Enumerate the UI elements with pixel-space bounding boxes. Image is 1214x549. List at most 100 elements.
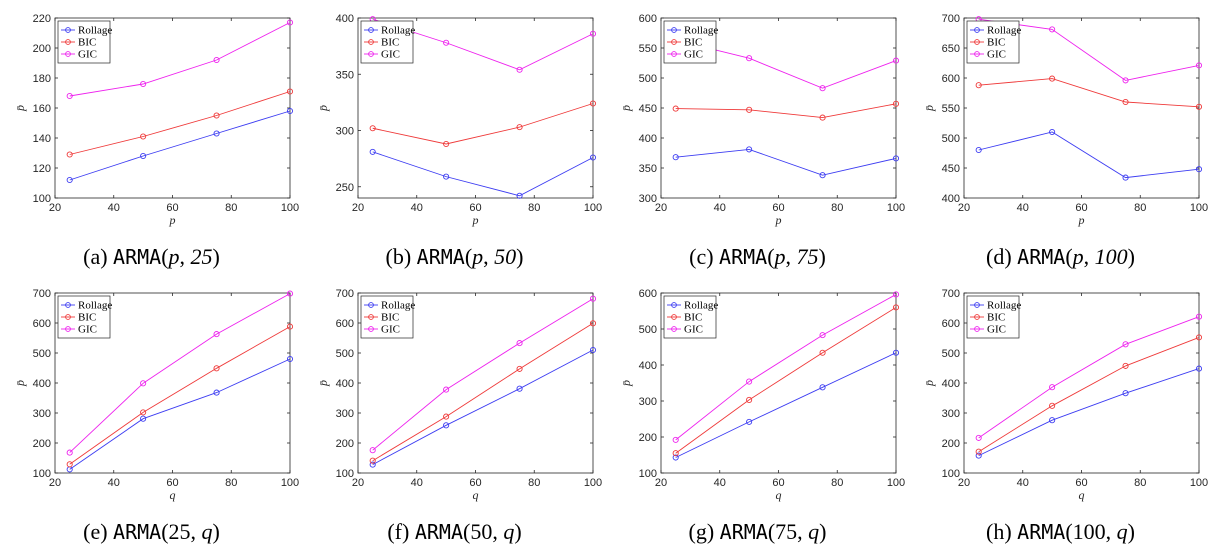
chart-c-legend-rollage-label: Rollage <box>684 25 718 37</box>
chart-c-xlabel: p <box>775 213 782 227</box>
chart-f-series-rollage-line <box>372 349 594 465</box>
caption-g-sep: , <box>797 519 809 544</box>
chart-e-series-gic-point <box>286 290 294 297</box>
chart-f-xtick-label: 20 <box>352 477 364 489</box>
caption-h-model: ARMA <box>1017 520 1066 544</box>
chart-g-legend-gic-marker <box>671 326 677 332</box>
chart-e-ytick-label: 500 <box>33 348 51 360</box>
chart-a-ytick-label: 220 <box>33 13 51 25</box>
chart-f-legend-rollage-label: Rollage <box>381 300 415 312</box>
chart-h-series-rollage-line <box>978 368 1200 457</box>
caption-g-arg2: q <box>808 519 820 544</box>
chart-c-legend-gic-label: GIC <box>684 49 703 61</box>
chart-h-series-bic-point <box>1195 334 1203 341</box>
chart-a-series-bic-point <box>66 151 73 158</box>
chart-h-xtick-label: 60 <box>1075 477 1087 489</box>
chart-b-series-bic-point <box>516 124 523 131</box>
chart-f-xlabel: q <box>473 488 479 502</box>
chart-b-ylabel: p̄ <box>316 105 330 112</box>
chart-d-ytick-label: 600 <box>942 73 960 85</box>
caption-e-model: ARMA <box>113 520 162 544</box>
caption-a-tag: (a) <box>83 244 108 269</box>
chart-c-series-rollage-point <box>892 155 900 162</box>
caption-c-model: ARMA <box>719 245 768 269</box>
chart-a-legend-rollage-marker <box>65 27 71 33</box>
chart-d-xtick-label: 20 <box>958 202 970 214</box>
chart-a-ytick-label: 100 <box>33 193 51 205</box>
chart-a-series-rollage-point <box>140 152 147 160</box>
caption-f: (f) ARMA(50, q) <box>387 519 522 544</box>
chart-f-legend-bic-label: BIC <box>381 312 399 324</box>
chart-g-xtick-label: 80 <box>831 477 843 489</box>
chart-e-ytick-label: 100 <box>33 468 51 480</box>
chart-b-legend-bic-label: BIC <box>381 37 399 49</box>
chart-b-series-bic-point <box>369 125 376 132</box>
chart-f-series-bic-point <box>589 320 597 327</box>
caption-c-sep: , <box>785 244 797 269</box>
chart-g-series-gic-point <box>746 378 753 385</box>
chart-e-xtick-label: 100 <box>281 477 299 489</box>
chart-g-xtick-label: 20 <box>655 477 667 489</box>
chart-g-ylabel: p̄ <box>619 380 633 387</box>
chart-a-ytick-label: 200 <box>33 43 51 55</box>
chart-e-series-rollage-point <box>213 389 220 396</box>
chart-a-ylabel: p̄ <box>13 105 27 112</box>
chart-c-xtick-label: 20 <box>655 202 667 214</box>
chart-f-ylabel: p̄ <box>316 380 330 387</box>
chart-d-series-rollage-line <box>978 131 1200 179</box>
chart-c-ytick-label: 600 <box>639 13 657 25</box>
chart-h-legend-gic-marker <box>974 326 980 332</box>
chart-h-ytick-label: 700 <box>942 288 960 300</box>
chart-a-series-gic-point <box>213 56 220 64</box>
chart-h-series-bic-point <box>1049 402 1056 409</box>
caption-e: (e) ARMA(25, q) <box>83 519 220 544</box>
chart-g-ytick-label: 400 <box>639 360 657 372</box>
chart-e-ytick-label: 700 <box>33 288 51 300</box>
chart-d-series-bic-point <box>1195 103 1203 110</box>
chart-h-series-rollage-point <box>1195 365 1203 372</box>
chart-a-series-gic-point <box>140 80 147 88</box>
chart-g-series-gic-line <box>675 294 897 441</box>
caption-d-arg2: 100 <box>1094 244 1128 269</box>
chart-g-series-rollage-point <box>819 384 826 391</box>
chart-b-legend-gic-label: GIC <box>381 49 400 61</box>
chart-c-ytick-label: 500 <box>639 73 657 85</box>
chart-f-ytick-label: 400 <box>336 378 354 390</box>
chart-d-xlabel: p <box>1078 213 1085 227</box>
chart-f-series-gic-point <box>516 340 523 347</box>
chart-panel-b: 20 40 60 80 100 250 300 350 400 p p̄ Rollage BIC GIC … <box>303 0 606 274</box>
chart-f-series-gic-line <box>372 298 594 451</box>
caption-c-tag: (c) <box>689 244 714 269</box>
chart-a-xtick-label: 80 <box>225 202 237 214</box>
chart-panel-e: 20 40 60 80 100 100 200 300 400 500 600 700 q p̄ Rolla… <box>0 275 303 549</box>
chart-b-series-bic-point <box>589 100 597 107</box>
chart-d-series-bic-point <box>975 82 982 89</box>
chart-e-ytick-label: 400 <box>33 378 51 390</box>
chart-h-series-rollage-point <box>1049 417 1056 424</box>
chart-b-legend-rollage-label: Rollage <box>381 25 415 37</box>
chart-d-xtick-label: 60 <box>1075 202 1087 214</box>
chart-g-series-gic-point <box>819 332 826 339</box>
chart-c-xtick-label: 80 <box>831 202 843 214</box>
chart-d-series-gic-point <box>1195 62 1203 69</box>
caption-c: (c) ARMA(p, 75) <box>689 244 826 269</box>
chart-b-xtick-label: 60 <box>469 202 481 214</box>
chart-d-series-bic-point <box>1049 75 1056 82</box>
chart-b-series-bic-line <box>372 103 594 145</box>
chart-c-series-bic-point <box>892 100 900 107</box>
caption-g: (g) ARMA(75, q) <box>688 519 827 544</box>
chart-c-series-gic-point <box>819 85 826 92</box>
caption-a-arg1: p <box>168 244 180 269</box>
chart-b-legend-rollage-marker <box>368 27 374 33</box>
chart-h-xtick-label: 80 <box>1134 477 1146 489</box>
chart-f-series-bic-point <box>516 365 523 372</box>
chart-h-legend-bic-marker <box>974 314 980 320</box>
chart-a-legend-rollage-label: Rollage <box>78 25 112 37</box>
chart-g-plot: 20 40 60 80 100 100 200 300 400 500 600 q p̄ RollageB… <box>619 288 905 502</box>
chart-e-xtick-label: 40 <box>108 477 120 489</box>
chart-h-ytick-label: 400 <box>942 378 960 390</box>
chart-e-legend-bic-label: BIC <box>78 312 96 324</box>
chart-e-legend-gic-label: GIC <box>78 324 97 336</box>
chart-e-series-bic-point <box>140 409 147 416</box>
